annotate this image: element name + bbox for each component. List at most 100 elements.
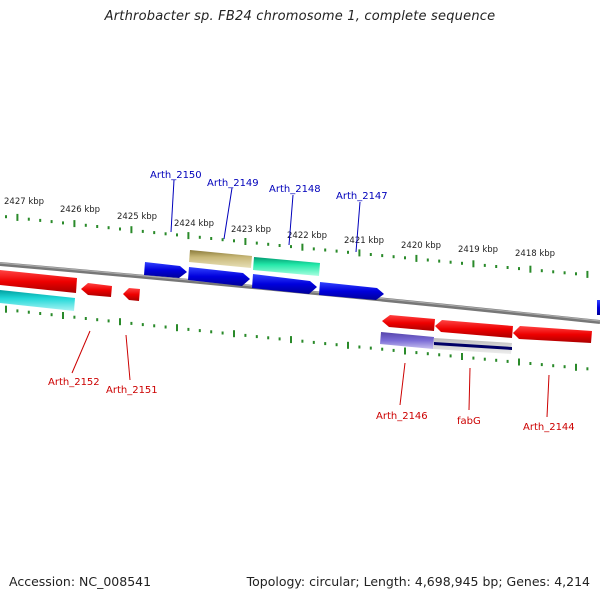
minor-tick bbox=[73, 315, 76, 319]
minor-tick bbox=[381, 254, 384, 258]
major-tick bbox=[301, 243, 304, 251]
top-gene-labels: Arth_2150 Arth_2149 Arth_2148 Arth_2147 bbox=[150, 170, 388, 253]
minor-tick bbox=[449, 260, 452, 264]
major-tick bbox=[347, 341, 349, 349]
tick-label: 2422 kbp bbox=[287, 231, 327, 241]
minor-tick bbox=[495, 358, 498, 362]
minor-tick bbox=[312, 340, 315, 344]
tick-label: 2421 kbp bbox=[344, 236, 384, 246]
gene-feature-navy[interactable] bbox=[434, 342, 512, 350]
minor-tick bbox=[96, 225, 99, 228]
minor-tick bbox=[84, 223, 87, 227]
tick-label: 2425 kbp bbox=[117, 212, 157, 222]
bottom-gene-labels: Arth_2152 Arth_2151 Arth_2146 fabG Arth_… bbox=[48, 330, 575, 433]
reverse-cds-arrow[interactable] bbox=[382, 315, 435, 331]
minor-tick bbox=[153, 324, 156, 328]
minor-tick bbox=[278, 244, 281, 247]
minor-tick bbox=[449, 354, 452, 358]
minor-tick bbox=[575, 272, 577, 276]
minor-tick bbox=[141, 229, 144, 233]
minor-tick bbox=[16, 309, 19, 313]
gene-feature-tan[interactable] bbox=[189, 250, 252, 268]
reverse-cds-arrow[interactable] bbox=[0, 270, 77, 293]
gene-label-arth-2146[interactable]: Arth_2146 bbox=[376, 411, 428, 422]
gene-label-arth-2151[interactable]: Arth_2151 bbox=[106, 385, 158, 396]
minor-tick bbox=[255, 335, 258, 339]
minor-tick bbox=[221, 331, 224, 335]
minor-tick bbox=[290, 245, 292, 249]
minor-tick bbox=[50, 220, 53, 224]
minor-tick bbox=[426, 352, 429, 356]
major-tick bbox=[16, 213, 19, 221]
minor-tick bbox=[39, 218, 42, 222]
inner-tick-track bbox=[5, 305, 589, 371]
gene-feature-teal[interactable] bbox=[253, 257, 320, 276]
gene-label-arth-2148[interactable]: Arth_2148 bbox=[269, 184, 321, 195]
reverse-cds-arrow[interactable] bbox=[123, 288, 140, 301]
forward-cds-arrow[interactable] bbox=[597, 300, 600, 315]
major-tick bbox=[518, 358, 520, 366]
minor-tick bbox=[301, 339, 304, 343]
tick-label: 2423 kbp bbox=[231, 225, 271, 235]
forward-cds-arrow[interactable] bbox=[252, 274, 317, 294]
major-tick bbox=[187, 232, 190, 240]
minor-tick bbox=[164, 232, 167, 236]
minor-tick bbox=[27, 217, 30, 221]
scale-labels: 2427 kbp 2426 kbp 2425 kbp 2424 kbp 2423… bbox=[4, 197, 555, 259]
tick-label: 2427 kbp bbox=[4, 197, 44, 207]
minor-tick bbox=[210, 330, 213, 334]
minor-tick bbox=[461, 261, 463, 265]
minor-tick bbox=[552, 364, 555, 368]
gene-label-arth-2150[interactable]: Arth_2150 bbox=[150, 170, 202, 181]
reverse-cds-arrow[interactable] bbox=[513, 326, 592, 343]
forward-cds-arrow[interactable] bbox=[188, 267, 250, 286]
minor-tick bbox=[552, 270, 555, 274]
minor-tick bbox=[529, 362, 532, 365]
minor-tick bbox=[324, 342, 327, 346]
sequence-stats-text: Topology: circular; Length: 4,698,945 bp… bbox=[246, 574, 590, 589]
minor-tick bbox=[495, 265, 498, 268]
gene-label-arth-2149[interactable]: Arth_2149 bbox=[207, 178, 259, 189]
reverse-cds-arrow[interactable] bbox=[435, 320, 513, 338]
minor-tick bbox=[198, 235, 201, 239]
minor-tick bbox=[506, 266, 509, 269]
reverse-cds-arrow[interactable] bbox=[81, 283, 112, 297]
minor-tick bbox=[540, 363, 543, 367]
minor-tick bbox=[107, 319, 110, 323]
minor-tick bbox=[278, 337, 281, 341]
minor-tick bbox=[244, 333, 247, 337]
minor-tick bbox=[472, 356, 475, 360]
minor-tick bbox=[483, 357, 486, 361]
gene-label-arth-2152[interactable]: Arth_2152 bbox=[48, 377, 100, 388]
gene-label-arth-2147[interactable]: Arth_2147 bbox=[336, 191, 388, 202]
map-title: Arthrobacter sp. FB24 chromosome 1, comp… bbox=[104, 9, 496, 24]
forward-cds-arrow[interactable] bbox=[144, 262, 187, 278]
major-tick bbox=[62, 312, 64, 319]
tick-label: 2426 kbp bbox=[60, 205, 100, 215]
minor-tick bbox=[369, 253, 372, 256]
major-tick bbox=[233, 330, 235, 338]
minor-tick bbox=[335, 249, 338, 253]
major-tick bbox=[5, 305, 7, 313]
minor-tick bbox=[130, 321, 133, 325]
tick-label: 2424 kbp bbox=[174, 219, 214, 229]
minor-tick bbox=[540, 269, 543, 273]
major-tick bbox=[472, 260, 475, 268]
gene-label-fabg[interactable]: fabG bbox=[457, 416, 481, 427]
gene-feature-purple[interactable] bbox=[380, 332, 434, 349]
minor-tick bbox=[324, 248, 327, 252]
gene-feature-cyan[interactable] bbox=[0, 290, 75, 311]
major-tick bbox=[176, 324, 178, 332]
minor-tick bbox=[164, 325, 167, 329]
major-tick bbox=[244, 238, 247, 245]
minor-tick bbox=[392, 348, 395, 352]
minor-tick bbox=[221, 238, 224, 242]
major-tick bbox=[130, 226, 133, 234]
forward-cds-arrow[interactable] bbox=[319, 282, 384, 300]
gene-label-arth-2144[interactable]: Arth_2144 bbox=[523, 422, 575, 433]
outer-tick-track bbox=[5, 213, 589, 278]
minor-tick bbox=[312, 247, 315, 251]
tick-label: 2420 kbp bbox=[401, 241, 441, 251]
minor-tick bbox=[483, 263, 486, 267]
